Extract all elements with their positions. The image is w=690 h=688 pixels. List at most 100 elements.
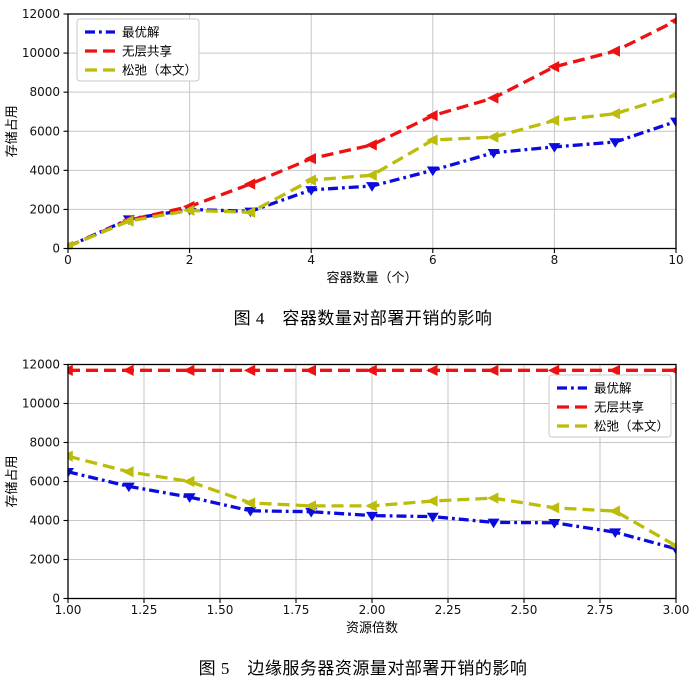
series-line-2 [67, 93, 677, 249]
data-point-marker [365, 364, 377, 376]
data-point-marker [547, 114, 560, 127]
data-point-marker [487, 364, 499, 376]
data-point-marker [67, 240, 73, 250]
data-point-marker [243, 497, 256, 509]
data-point-marker [304, 174, 316, 186]
data-point-marker [547, 61, 560, 73]
figure4-line-chart: 0 2 4 6 8 10 0 2000 4000 6000 8000 10000 12000 容器数量（个… [5, 7, 684, 286]
data-point-marker [243, 206, 256, 218]
data-point-marker [304, 364, 316, 376]
svg-text:3.00: 3.00 [663, 603, 690, 617]
legend-label: 松弛（本文） [122, 63, 197, 78]
data-point-marker [608, 108, 620, 120]
data-point-marker [487, 131, 499, 143]
data-point-marker [426, 134, 438, 146]
axis-ticks [63, 363, 677, 603]
data-point-marker [669, 17, 677, 25]
data-point-marker [67, 450, 73, 462]
figure4-caption: 图 4 容器数量对部署开销的影响 [233, 309, 493, 328]
data-point-marker [426, 166, 439, 177]
data-point-marker [67, 467, 74, 478]
svg-text:4000: 4000 [29, 514, 60, 528]
legend-label: 松弛（本文） [594, 419, 669, 434]
legend-label: 最优解 [122, 25, 160, 40]
svg-text:6000: 6000 [29, 124, 60, 138]
svg-text:0: 0 [52, 242, 60, 256]
data-point-marker [547, 364, 560, 376]
svg-text:4: 4 [307, 253, 315, 267]
svg-text:10000: 10000 [22, 397, 60, 411]
legend-label: 无层共享 [122, 44, 172, 59]
data-point-marker [67, 364, 73, 376]
data-point-marker [547, 502, 560, 514]
data-point-marker [669, 366, 677, 374]
data-point-marker [608, 505, 620, 517]
data-point-marker [426, 110, 438, 122]
data-point-marker [426, 364, 438, 376]
data-point-marker [304, 500, 316, 512]
data-point-marker [243, 178, 256, 190]
data-point-marker [608, 45, 620, 57]
svg-text:12000: 12000 [22, 358, 60, 372]
legend-box [76, 18, 200, 82]
svg-text:2.75: 2.75 [587, 603, 614, 617]
data-point-marker [669, 91, 677, 99]
legend-label: 无层共享 [594, 400, 644, 415]
data-point-marker [609, 138, 622, 148]
series-line-1 [67, 19, 677, 249]
svg-text:6000: 6000 [29, 475, 60, 489]
svg-text:6: 6 [429, 253, 437, 267]
data-point-marker [487, 492, 499, 504]
data-point-marker [365, 500, 377, 512]
data-point-marker [426, 495, 438, 507]
data-point-marker [122, 364, 134, 376]
series-group [67, 17, 677, 250]
svg-text:2: 2 [186, 253, 194, 267]
data-point-marker [669, 542, 677, 550]
svg-text:0: 0 [52, 592, 60, 606]
svg-text:12000: 12000 [22, 7, 60, 21]
legend-box [548, 374, 672, 438]
data-point-marker [426, 512, 439, 523]
data-point-marker [122, 215, 134, 227]
svg-text:0: 0 [64, 253, 72, 267]
data-point-marker [548, 143, 561, 153]
svg-text:1.00: 1.00 [55, 603, 82, 617]
legend-label: 最优解 [594, 381, 632, 396]
tick-labels: 1.00 1.25 1.50 1.75 2.00 2.25 2.50 2.75 3.00 0 200… [22, 358, 690, 618]
data-point-marker [365, 139, 377, 151]
series-group [67, 364, 677, 555]
svg-text:1.25: 1.25 [131, 603, 158, 617]
data-point-marker [305, 186, 318, 196]
svg-text:2.50: 2.50 [511, 603, 538, 617]
svg-text:8000: 8000 [29, 85, 60, 99]
data-point-marker [183, 364, 195, 376]
data-point-marker [609, 528, 622, 538]
data-point-marker [122, 482, 135, 493]
tick-labels: 0 2 4 6 8 10 0 2000 4000 6000 8000 10000 12000 [22, 7, 684, 267]
data-point-marker [243, 364, 256, 376]
svg-text:8000: 8000 [29, 436, 60, 450]
data-point-marker [366, 182, 378, 192]
svg-text:4000: 4000 [29, 163, 60, 177]
svg-text:10: 10 [668, 253, 683, 267]
data-point-marker [366, 511, 378, 522]
svg-text:10000: 10000 [22, 46, 60, 60]
svg-text:2.00: 2.00 [359, 603, 386, 617]
data-point-marker [304, 153, 316, 165]
axis-ticks [63, 13, 677, 253]
x-axis-label: 资源倍数 [346, 621, 398, 636]
data-point-marker [548, 519, 561, 529]
svg-text:1.75: 1.75 [283, 603, 310, 617]
svg-text:1.50: 1.50 [207, 603, 234, 617]
data-point-marker [608, 364, 620, 376]
x-axis-label: 容器数量（个） [326, 270, 417, 286]
data-point-marker [122, 466, 134, 478]
data-point-marker [183, 204, 195, 216]
data-point-marker [487, 518, 500, 529]
data-point-marker [670, 117, 677, 128]
svg-text:2000: 2000 [29, 553, 60, 567]
